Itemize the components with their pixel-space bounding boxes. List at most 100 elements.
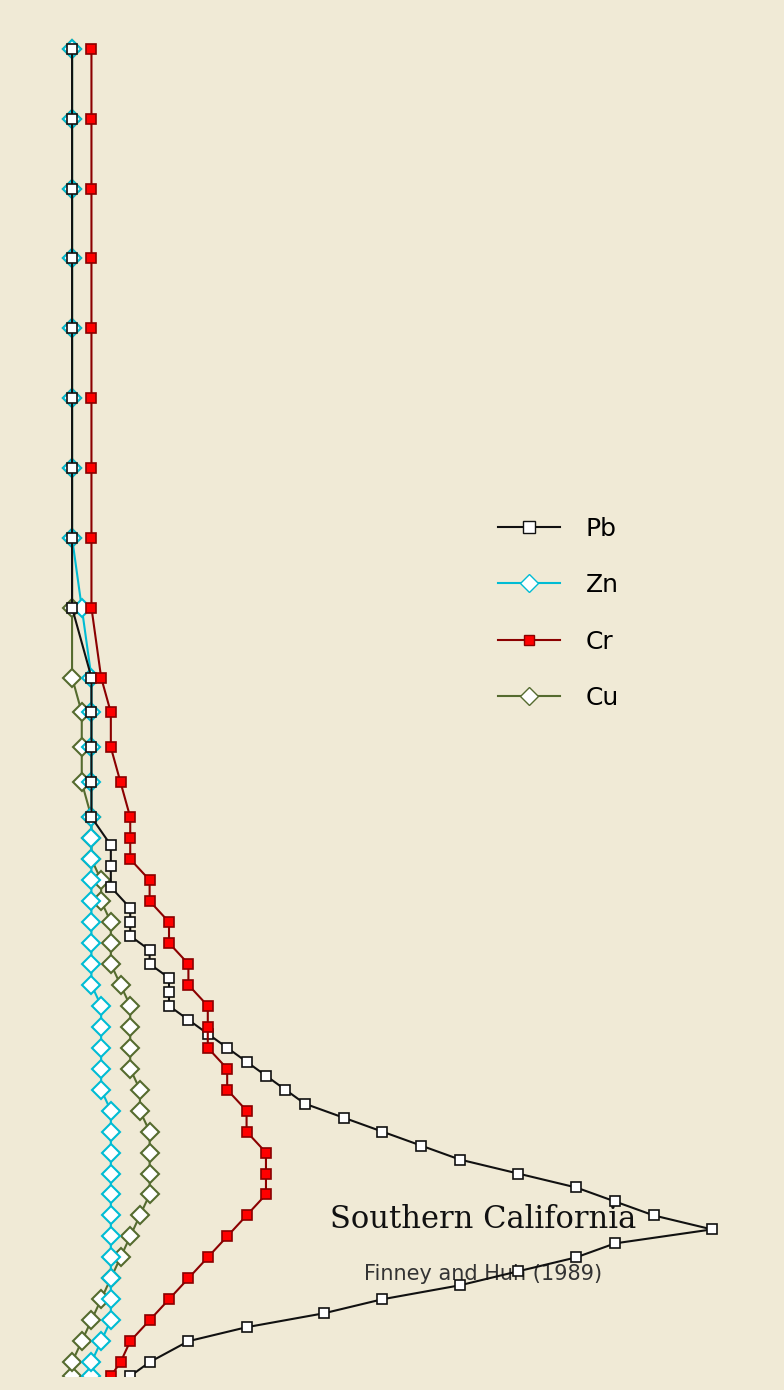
Zn xyxy=(106,1165,115,1182)
Zn xyxy=(87,892,96,909)
Cr xyxy=(203,998,212,1015)
Zn xyxy=(67,110,77,126)
Cu xyxy=(125,1040,135,1056)
Cr xyxy=(242,1207,252,1223)
Zn xyxy=(87,830,96,847)
Cu xyxy=(87,809,96,826)
Cu xyxy=(67,181,77,197)
Cu xyxy=(145,1186,154,1202)
Cr xyxy=(106,1368,115,1384)
Cr xyxy=(183,1270,193,1287)
Cr xyxy=(242,1102,252,1119)
Cu xyxy=(125,1227,135,1244)
Cr xyxy=(87,40,96,57)
Cu xyxy=(106,1270,115,1287)
Cu xyxy=(87,830,96,847)
Cu xyxy=(77,739,86,756)
Cu xyxy=(67,1354,77,1371)
Zn xyxy=(106,1312,115,1329)
Pb xyxy=(67,40,77,57)
Cu xyxy=(87,851,96,867)
Cu xyxy=(135,1207,144,1223)
Zn xyxy=(106,1270,115,1287)
Cu xyxy=(67,250,77,267)
Pb xyxy=(125,899,135,916)
Cu xyxy=(145,1144,154,1161)
Cr xyxy=(165,1291,174,1308)
Cr xyxy=(87,389,96,406)
Cr xyxy=(87,320,96,336)
Zn xyxy=(67,460,77,477)
Zn xyxy=(106,1250,115,1266)
Cr xyxy=(165,934,174,951)
Zn xyxy=(87,669,96,685)
Cu xyxy=(135,1081,144,1098)
Cu xyxy=(116,977,125,994)
Cu xyxy=(106,913,115,930)
Pb xyxy=(106,837,115,853)
Zn xyxy=(96,1061,106,1077)
Zn xyxy=(87,774,96,791)
Zn xyxy=(96,1019,106,1036)
Zn xyxy=(96,1081,106,1098)
Zn xyxy=(87,705,96,721)
Zn xyxy=(96,998,106,1015)
Cu xyxy=(77,1333,86,1350)
Cr xyxy=(116,1354,125,1371)
Cr xyxy=(261,1165,270,1182)
Cu xyxy=(67,530,77,546)
Cu xyxy=(96,1291,106,1308)
Zn xyxy=(96,1333,106,1350)
Cr xyxy=(203,1250,212,1266)
Cr xyxy=(223,1081,232,1098)
Line: Pb: Pb xyxy=(67,44,717,1382)
Cr xyxy=(106,705,115,721)
Zn xyxy=(106,1291,115,1308)
Cr xyxy=(261,1144,270,1161)
Cu xyxy=(67,110,77,126)
Zn xyxy=(106,1207,115,1223)
Cu xyxy=(125,998,135,1015)
Cu xyxy=(67,599,77,616)
Cu xyxy=(96,872,106,888)
Zn xyxy=(87,934,96,951)
Zn xyxy=(87,809,96,826)
Zn xyxy=(67,181,77,197)
Zn xyxy=(96,1040,106,1056)
Zn xyxy=(87,1368,96,1384)
Cr xyxy=(145,1312,154,1329)
Cr xyxy=(125,830,135,847)
Cr xyxy=(165,913,174,930)
Cr xyxy=(96,669,106,685)
Zn xyxy=(67,40,77,57)
Pb xyxy=(416,1137,426,1154)
Cr xyxy=(87,110,96,126)
Zn xyxy=(87,739,96,756)
Cr xyxy=(87,181,96,197)
Zn xyxy=(106,1102,115,1119)
Zn xyxy=(67,250,77,267)
Line: Zn: Zn xyxy=(66,43,117,1383)
Cu xyxy=(116,1250,125,1266)
Cr xyxy=(87,530,96,546)
Zn xyxy=(87,977,96,994)
Cu xyxy=(67,320,77,336)
Cu xyxy=(87,1312,96,1329)
Cr xyxy=(223,1227,232,1244)
Zn xyxy=(67,389,77,406)
Cr xyxy=(203,1040,212,1056)
Cu xyxy=(135,1102,144,1119)
Cr xyxy=(183,955,193,972)
Cr xyxy=(125,809,135,826)
Zn xyxy=(67,320,77,336)
Cu xyxy=(67,669,77,685)
Cr xyxy=(125,1333,135,1350)
Cr xyxy=(203,1019,212,1036)
Pb xyxy=(649,1207,659,1223)
Cr xyxy=(87,250,96,267)
Zn xyxy=(77,599,86,616)
Cu xyxy=(96,892,106,909)
Cr xyxy=(106,739,115,756)
Zn xyxy=(87,851,96,867)
Line: Cr: Cr xyxy=(86,44,270,1382)
